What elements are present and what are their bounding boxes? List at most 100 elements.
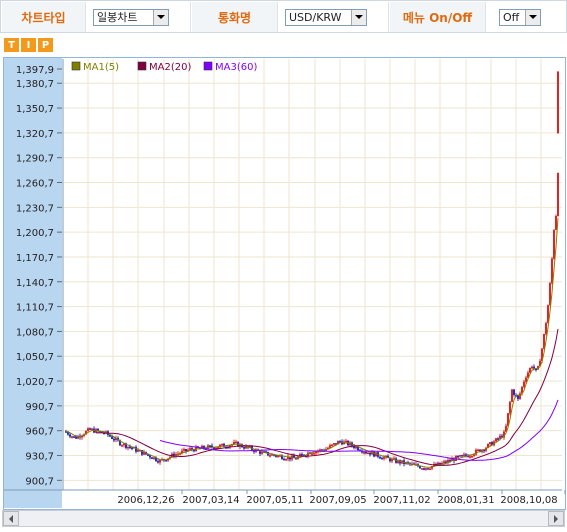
- candle-body: [183, 449, 185, 451]
- candle-body: [547, 305, 549, 324]
- chevron-down-icon[interactable]: [525, 9, 540, 25]
- candle-body: [499, 435, 501, 439]
- candle-body: [525, 377, 527, 382]
- candle-body: [277, 455, 279, 457]
- candle-body: [357, 446, 359, 451]
- candle-body: [115, 437, 117, 441]
- candle-body: [553, 229, 555, 259]
- currency-select[interactable]: USD/KRW: [285, 8, 367, 26]
- candle-body: [513, 389, 515, 395]
- candle-body: [341, 441, 343, 445]
- candle-body: [233, 441, 235, 445]
- candle-body: [239, 444, 241, 447]
- candle-body: [193, 449, 195, 452]
- candle-body: [303, 454, 305, 457]
- chevron-down-icon[interactable]: [153, 9, 168, 25]
- candle-body: [373, 451, 375, 457]
- chart-type-label: 차트타입: [2, 2, 86, 32]
- chart-type-select[interactable]: 일봉차트: [93, 8, 169, 26]
- y-tick-label: 1,110,7: [16, 303, 54, 314]
- candle-body: [375, 452, 377, 457]
- candle-body: [443, 461, 445, 463]
- candle-body: [529, 368, 531, 373]
- candle-body: [437, 462, 439, 466]
- y-tick-label: 930,7: [25, 452, 54, 463]
- candle-body: [507, 413, 509, 426]
- candle-body: [83, 434, 85, 436]
- candle-body: [173, 453, 175, 457]
- candle-body: [527, 372, 529, 378]
- candle-body: [491, 442, 493, 446]
- candle-body: [131, 447, 133, 449]
- y-tick-label: 1,290,7: [16, 154, 54, 165]
- x-tick-label: 2008,10,08: [500, 495, 557, 506]
- candle-body: [135, 447, 137, 452]
- candle-body: [505, 425, 507, 432]
- candle-body: [457, 455, 459, 458]
- candle-body: [455, 455, 457, 461]
- candle-body: [445, 461, 447, 463]
- candle-body: [329, 445, 331, 448]
- candle-body: [77, 435, 79, 439]
- y-tick-label: 1,170,7: [16, 253, 54, 264]
- candle-body: [113, 438, 115, 441]
- candle-body: [181, 450, 183, 454]
- candle-body: [189, 448, 191, 450]
- scroll-left-icon[interactable]: [3, 511, 19, 526]
- candle-body: [531, 366, 533, 369]
- candle-body: [465, 454, 467, 456]
- legend-swatch: [137, 61, 147, 71]
- candle-body: [191, 448, 193, 450]
- candle-body: [431, 466, 433, 469]
- candle-body: [223, 443, 225, 447]
- y-tick-label: 990,7: [25, 402, 54, 413]
- x-tick-label: 2007,05,11: [246, 495, 303, 506]
- y-tick-label: 1,200,7: [16, 228, 54, 239]
- candle-body: [209, 445, 211, 447]
- candle-body: [71, 436, 73, 438]
- candle-body: [485, 447, 487, 451]
- candle-body: [157, 461, 159, 463]
- candle-body: [121, 445, 123, 447]
- horizontal-scrollbar[interactable]: [2, 510, 565, 527]
- candle-body: [211, 445, 213, 448]
- candle-body: [159, 459, 161, 463]
- chevron-down-icon[interactable]: [351, 9, 366, 25]
- candle-body: [73, 436, 75, 438]
- candle-body: [479, 449, 481, 452]
- chart-toolbar: 차트타입 일봉차트 통화명 USD/KRW 메뉴 On/Off Off: [0, 0, 567, 33]
- candle-body: [509, 401, 511, 414]
- candle-body: [147, 454, 149, 456]
- candle-body: [299, 454, 301, 457]
- candle-body: [333, 443, 335, 445]
- currency-value: USD/KRW: [289, 10, 342, 24]
- y-tick-label: 1,350,7: [16, 104, 54, 115]
- candle-body: [345, 440, 347, 443]
- candle-body: [425, 468, 427, 470]
- candle-body: [91, 428, 93, 431]
- candle-body: [355, 446, 357, 449]
- y-tick-label: 1,020,7: [16, 377, 54, 388]
- candle-body: [287, 456, 289, 460]
- candle-body: [343, 441, 345, 445]
- menu-toggle-value: Off: [503, 10, 520, 24]
- candle-body: [81, 435, 83, 438]
- candle-body: [501, 435, 503, 438]
- candle-body: [67, 431, 69, 435]
- candle-body: [523, 381, 525, 387]
- candle-body: [495, 438, 497, 442]
- tip-letter-t: T: [4, 38, 19, 52]
- candle-body: [75, 436, 77, 439]
- tip-letter-p: P: [38, 38, 53, 52]
- candle-body: [111, 436, 113, 439]
- candle-body: [477, 449, 479, 452]
- candle-body: [295, 458, 297, 460]
- menu-toggle-select[interactable]: Off: [499, 8, 541, 26]
- candle-body: [149, 455, 151, 458]
- tip-badge[interactable]: T I P: [4, 38, 53, 52]
- y-axis-panel: [4, 58, 62, 508]
- candle-body: [521, 386, 523, 394]
- x-tick-label: 2006,12,26: [117, 495, 174, 506]
- scroll-right-icon[interactable]: [548, 511, 564, 526]
